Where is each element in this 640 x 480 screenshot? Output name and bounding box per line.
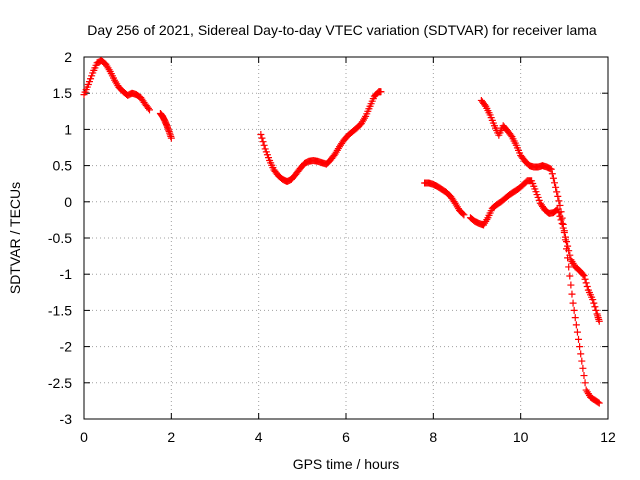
data-point [571,314,579,322]
y-tick-labels: 2 1.5 1 0.5 0 -0.5 -1 -1.5 -2 -2.5 -3 [48,49,72,427]
y-tick-label: 1.5 [53,85,73,101]
y-tick-label: -1.5 [48,302,72,318]
data-point [549,174,557,182]
data-point [563,245,571,253]
data-point [559,220,567,228]
data-point [567,281,575,289]
data-point [377,88,385,96]
data-point [566,272,574,280]
data-point [581,379,589,387]
series-arc4 [466,177,603,325]
x-tick-label: 2 [167,429,175,445]
data-point [579,364,587,372]
data-point [565,263,573,271]
data-point [167,134,175,142]
y-tick-label: -2.5 [48,375,72,391]
data-point [257,130,265,138]
series-arc1a [80,57,153,114]
data-point [260,141,268,149]
data-point [573,328,581,336]
data-point [556,201,564,209]
y-tick-label: -2 [60,339,73,355]
data-point [481,101,489,109]
data-point [460,211,468,219]
data-point [547,165,555,173]
data-point [577,350,585,358]
data-point [578,357,586,365]
grid [84,57,608,419]
data-point [576,343,584,351]
data-point [579,270,587,278]
data-points [80,57,603,407]
data-point [595,317,603,325]
x-axis-label: GPS time / hours [293,456,400,472]
y-tick-label: -1 [60,266,73,282]
data-point [569,299,577,307]
data-point [563,238,571,246]
chart-title: Day 256 of 2021, Sidereal Day-to-day VTE… [87,22,597,38]
y-tick-label: 2 [64,49,72,65]
x-tick-label: 4 [255,429,263,445]
series-arc1b [156,109,175,142]
data-point [582,279,590,287]
data-point [583,283,591,291]
y-tick-label: 0.5 [53,158,73,174]
data-point [590,299,598,307]
data-point [558,214,566,222]
data-point [594,398,602,406]
x-tick-label: 6 [342,429,350,445]
data-point [575,335,583,343]
data-point [507,131,515,139]
data-point [548,170,556,178]
series-arc5 [477,96,603,407]
data-point [568,290,576,298]
data-point [555,197,563,205]
data-point [552,183,560,191]
data-point [580,372,588,380]
series-arc2 [257,88,385,186]
x-tick-label: 8 [429,429,437,445]
data-point [557,208,565,216]
x-tick-label: 12 [600,429,616,445]
data-point [554,192,562,200]
data-point [581,275,589,283]
data-point [459,210,467,218]
data-point [553,188,561,196]
data-point [551,179,559,187]
data-point [580,272,588,280]
data-point [561,236,569,244]
x-tick-label: 0 [80,429,88,445]
data-point [595,399,603,407]
data-point [591,303,599,311]
data-point [592,306,600,314]
y-tick-label: 0 [64,194,72,210]
data-point [258,134,266,142]
x-tick-label: 10 [513,429,529,445]
data-point [570,306,578,314]
data-point [144,104,152,112]
axis-ticks [83,56,609,420]
y-tick-label: -0.5 [48,230,72,246]
data-point [572,321,580,329]
y-tick-label: 1 [64,121,72,137]
data-point [564,254,572,262]
data-point [146,106,153,114]
data-point [560,227,568,235]
y-axis-label: SDTVAR / TECUs [7,182,23,294]
series-arc3 [421,179,468,219]
data-point [589,296,597,304]
x-tick-labels: 0 2 4 6 8 10 12 [80,429,616,445]
data-point [259,138,267,146]
y-tick-label: -3 [60,411,73,427]
